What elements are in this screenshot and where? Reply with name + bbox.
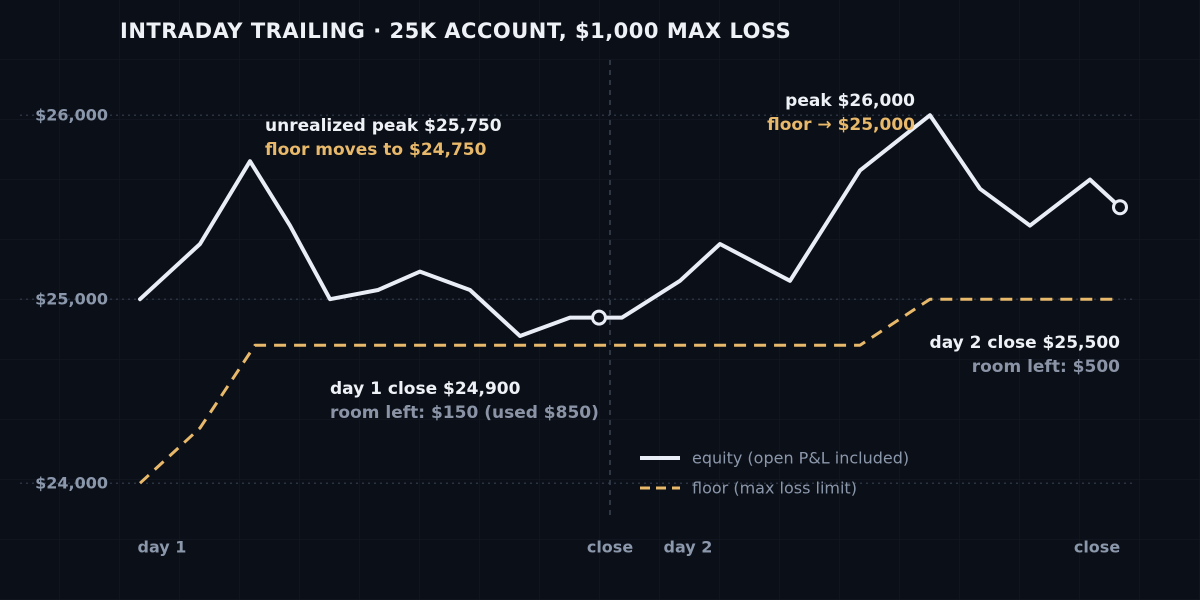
y-tick-label: $25,000 xyxy=(35,290,108,309)
y-tick-label: $24,000 xyxy=(35,474,108,493)
annotation: day 2 close $25,500 xyxy=(930,333,1121,353)
annotation: room left: $500 xyxy=(972,357,1120,377)
chart-title: INTRADAY TRAILING · 25K ACCOUNT, $1,000 … xyxy=(120,19,791,43)
legend-label: equity (open P&L included) xyxy=(692,449,909,468)
annotation: day 1 close $24,900 xyxy=(330,379,521,399)
annotation: room left: $150 (used $850) xyxy=(330,403,599,423)
point-marker xyxy=(1112,199,1128,216)
x-tick-label: close xyxy=(587,538,633,557)
x-tick-label: close xyxy=(1074,538,1120,557)
x-tick-label: day 2 xyxy=(664,538,713,557)
legend-label: floor (max loss limit) xyxy=(692,479,857,498)
plot: $24,000 $25,000 $26,000 day 1 close day 2 clos… xyxy=(20,60,1135,557)
annotation: unrealized peak $25,750 xyxy=(265,116,502,136)
x-tick-label: day 1 xyxy=(138,538,187,557)
annotation: floor → $25,000 xyxy=(767,115,915,135)
y-tick-label: $26,000 xyxy=(35,106,108,125)
annotation: floor moves to $24,750 xyxy=(265,140,487,160)
point-marker xyxy=(591,309,607,326)
series-line xyxy=(138,297,1120,485)
annotation: peak $26,000 xyxy=(785,91,915,111)
